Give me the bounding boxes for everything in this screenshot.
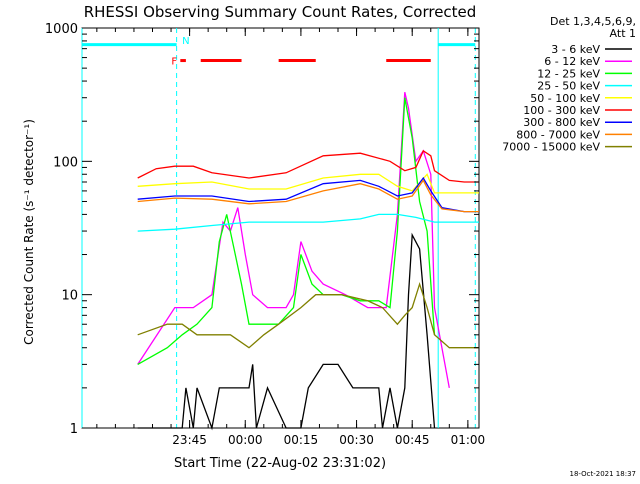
y-axis-label: Corrected Count Rate (s⁻¹ detector⁻¹) <box>22 119 36 345</box>
y-tick-label-2: 100 <box>53 155 78 170</box>
legend-header-line-2: Att 1 <box>610 27 636 40</box>
plot-layer: FN 23:45 00:00 00:15 00:30 00:45 01:00 1 10 100 10… <box>45 22 485 447</box>
y-tick-label-3: 1000 <box>45 22 78 37</box>
legend-label-8: 7000 - 15000 keV <box>502 141 600 154</box>
series-line-6 <box>137 176 479 213</box>
series-line-3 <box>137 213 479 232</box>
legend-label-6: 300 - 800 keV <box>523 116 600 129</box>
x-tick-label-4: 00:45 <box>395 433 430 447</box>
legend-label-4: 50 - 100 keV <box>530 92 600 105</box>
series-line-4 <box>137 173 479 194</box>
x-tick-label-1: 00:00 <box>228 433 263 447</box>
legend-label-2: 12 - 25 keV <box>537 67 600 80</box>
plot-frame <box>81 27 480 429</box>
series-line-7 <box>137 179 479 213</box>
series-line-2 <box>137 97 436 365</box>
x-tick-label-5: 01:00 <box>451 433 486 447</box>
legend-label-7: 800 - 7000 keV <box>516 128 600 141</box>
chart-title: RHESSI Observing Summary Count Rates, Co… <box>84 3 477 21</box>
legend-label-5: 100 - 300 keV <box>523 104 600 117</box>
y-tick-label-0: 1 <box>70 422 78 437</box>
state-letter-0: N <box>182 36 189 47</box>
x-axis-label: Start Time (22-Aug-02 23:31:02) <box>174 456 386 471</box>
footer-timestamp: 18-Oct-2021 18:37 <box>570 470 636 478</box>
legend-header-line-1: Det 1,3,4,5,6,9, <box>550 15 636 28</box>
series-line-0 <box>137 232 436 431</box>
series-line-5 <box>137 149 479 183</box>
legend-label-0: 3 - 6 keV <box>551 43 600 56</box>
y-tick-label-1: 10 <box>61 289 78 304</box>
state-bar-label-1: F <box>171 57 177 68</box>
x-tick-label-3: 00:30 <box>339 433 374 447</box>
x-tick-label-2: 00:15 <box>284 433 319 447</box>
legend-label-1: 6 - 12 keV <box>544 55 600 68</box>
x-tick-label-0: 23:45 <box>172 433 207 447</box>
series-line-8 <box>137 281 479 349</box>
legend-label-3: 25 - 50 keV <box>537 80 600 93</box>
